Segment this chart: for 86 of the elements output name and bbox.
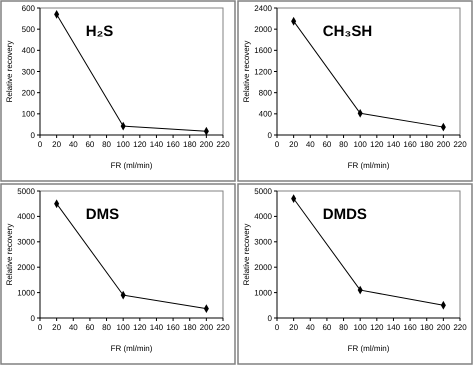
x-tick-label: 160 <box>166 140 180 149</box>
x-tick-label: 60 <box>85 140 95 149</box>
x-tick-label: 100 <box>116 323 130 332</box>
y-tick-label: 600 <box>22 4 36 13</box>
text: CH₃SH <box>322 22 372 40</box>
y-axis-title: Relative recovery <box>242 224 251 286</box>
x-tick-label: 20 <box>52 323 62 332</box>
x-tick-label: 160 <box>403 323 418 332</box>
x-tick-label: 220 <box>453 140 468 149</box>
y-tick-label: 400 <box>258 110 273 119</box>
y-tick-label: 5000 <box>17 186 36 196</box>
x-tick-label: 200 <box>200 323 214 332</box>
x-axis-title: FR (ml/min) <box>348 344 390 353</box>
y-tick-label: 100 <box>22 110 36 119</box>
x-axis-title: FR (ml/min) <box>110 161 153 170</box>
y-tick-label: 1200 <box>254 67 273 76</box>
x-tick-label: 0 <box>274 140 280 149</box>
text: H₂S <box>86 22 114 40</box>
y-tick-label: 2000 <box>17 263 36 272</box>
x-tick-label: 220 <box>216 323 230 332</box>
x-tick-label: 100 <box>354 140 368 149</box>
y-axis-title: Relative recovery <box>5 224 14 286</box>
x-tick-label: 180 <box>420 323 434 332</box>
x-tick-label: 80 <box>102 323 112 332</box>
y-tick-label: 1000 <box>254 288 273 298</box>
y-tick-label: 5000 <box>254 186 273 196</box>
x-tick-label: 120 <box>370 323 384 332</box>
text: DMDS <box>322 206 367 223</box>
y-tick-label: 4000 <box>254 212 273 222</box>
x-tick-label: 80 <box>339 323 349 332</box>
x-tick-label: 60 <box>322 140 332 149</box>
y-tick-label: 3000 <box>254 238 273 247</box>
y-tick-label: 400 <box>22 46 36 56</box>
x-tick-label: 100 <box>116 140 130 149</box>
x-tick-label: 160 <box>403 140 418 149</box>
x-tick-label: 200 <box>436 140 451 149</box>
y-tick-label: 4000 <box>17 212 36 222</box>
x-tick-label: 180 <box>420 140 434 149</box>
x-tick-label: 0 <box>38 323 43 332</box>
y-tick-label: 200 <box>22 88 36 98</box>
x-tick-label: 60 <box>322 323 332 332</box>
y-tick-label: 2000 <box>254 24 273 34</box>
x-tick-label: 180 <box>183 323 197 332</box>
y-tick-label: 0 <box>268 130 273 140</box>
x-tick-label: 140 <box>150 323 164 332</box>
x-tick-label: 180 <box>183 140 197 149</box>
x-tick-label: 120 <box>133 323 148 332</box>
y-tick-label: 3000 <box>17 238 36 247</box>
y-axis-title: Relative recovery <box>5 40 14 102</box>
x-tick-label: 120 <box>370 140 384 149</box>
x-tick-label: 100 <box>354 323 368 332</box>
x-tick-label: 0 <box>38 140 43 149</box>
y-tick-label: 800 <box>258 88 273 98</box>
text: DMS <box>86 206 120 223</box>
x-tick-label: 140 <box>386 140 401 149</box>
y-tick-label: 0 <box>30 130 36 140</box>
x-tick-label: 40 <box>68 140 78 149</box>
y-tick-label: 1000 <box>17 288 36 298</box>
x-tick-label: 40 <box>68 323 78 332</box>
x-tick-label: 80 <box>339 140 349 149</box>
x-tick-label: 140 <box>386 323 401 332</box>
x-tick-label: 200 <box>436 323 451 332</box>
x-tick-label: 60 <box>85 323 95 332</box>
y-tick-label: 500 <box>22 24 36 34</box>
y-tick-label: 0 <box>30 314 36 323</box>
x-tick-label: 20 <box>289 323 299 332</box>
x-tick-label: 220 <box>216 140 230 149</box>
x-tick-label: 80 <box>102 140 112 149</box>
y-tick-label: 2000 <box>254 263 273 272</box>
x-tick-label: 40 <box>306 140 316 149</box>
x-tick-label: 120 <box>133 140 148 149</box>
x-tick-label: 40 <box>306 323 316 332</box>
y-tick-label: 1600 <box>254 46 273 56</box>
x-tick-label: 140 <box>150 140 164 149</box>
y-tick-label: 300 <box>22 67 36 76</box>
y-tick-label: 0 <box>268 314 273 323</box>
x-tick-label: 20 <box>289 140 299 149</box>
x-axis-title: FR (ml/min) <box>110 344 153 353</box>
x-tick-label: 160 <box>166 323 180 332</box>
x-tick-label: 220 <box>453 323 468 332</box>
x-axis-title: FR (ml/min) <box>348 161 390 170</box>
x-tick-label: 0 <box>274 323 280 332</box>
x-tick-label: 20 <box>52 140 62 149</box>
y-axis-title: Relative recovery <box>242 40 251 102</box>
y-tick-label: 2400 <box>254 4 273 13</box>
x-tick-label: 200 <box>200 140 214 149</box>
